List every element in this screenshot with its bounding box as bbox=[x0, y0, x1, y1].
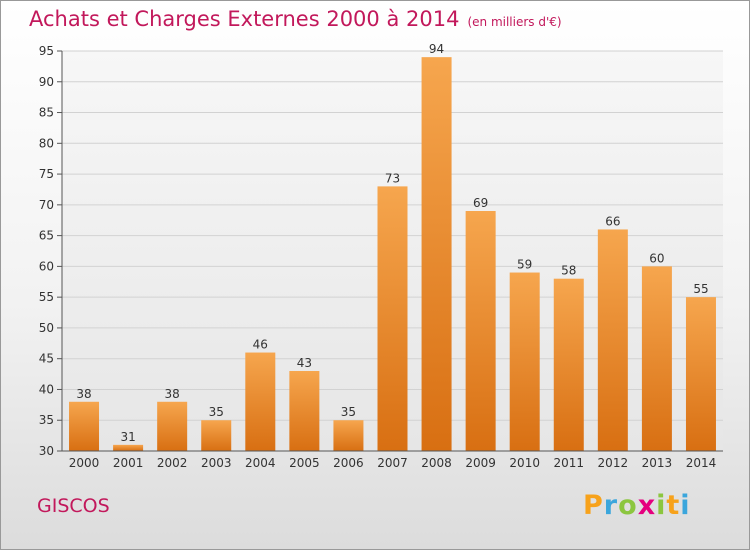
y-tick-label: 85 bbox=[39, 106, 54, 120]
x-tick-label: 2003 bbox=[201, 456, 232, 470]
bar-2002 bbox=[157, 401, 188, 451]
logo-letter: r bbox=[603, 490, 619, 521]
x-tick-label: 2000 bbox=[69, 456, 100, 470]
x-tick-label: 2010 bbox=[509, 456, 540, 470]
data-label-2007: 73 bbox=[385, 171, 400, 185]
y-tick-label: 95 bbox=[39, 44, 54, 58]
bar-2007 bbox=[377, 186, 408, 451]
data-label-2002: 38 bbox=[165, 387, 180, 401]
logo-letter: t bbox=[666, 490, 681, 521]
bar-2003 bbox=[201, 420, 232, 451]
proxiti-logo: Proxiti bbox=[583, 490, 691, 521]
chart-title-text: Achats et Charges Externes 2000 à 2014 bbox=[29, 7, 460, 31]
x-tick-label: 2014 bbox=[686, 456, 717, 470]
x-tick-label: 2012 bbox=[598, 456, 629, 470]
bar-2011 bbox=[553, 278, 584, 451]
bar-2008 bbox=[421, 57, 452, 452]
y-tick-label: 55 bbox=[39, 290, 54, 304]
logo-letter: i bbox=[656, 490, 667, 521]
logo-letter: P bbox=[583, 490, 604, 521]
data-label-2008: 94 bbox=[429, 42, 444, 56]
x-tick-label: 2009 bbox=[465, 456, 496, 470]
data-label-2004: 46 bbox=[253, 338, 268, 352]
y-tick-label: 60 bbox=[39, 259, 54, 273]
data-label-2013: 60 bbox=[649, 251, 664, 265]
data-label-2003: 35 bbox=[209, 405, 224, 419]
y-tick-label: 35 bbox=[39, 413, 54, 427]
bar-2009 bbox=[465, 211, 496, 451]
x-tick-label: 2008 bbox=[421, 456, 452, 470]
logo-letter: o bbox=[618, 490, 638, 521]
bar-2014 bbox=[685, 297, 716, 451]
data-label-2009: 69 bbox=[473, 196, 488, 210]
bar-2012 bbox=[597, 229, 628, 451]
x-axis: 2000 2001 2002 2003 2004 2005 2006 2007 2008 2009… bbox=[62, 450, 723, 470]
x-tick-label: 2001 bbox=[113, 456, 144, 470]
x-tick-label: 2013 bbox=[642, 456, 673, 470]
chart-title: Achats et Charges Externes 2000 à 2014 (e… bbox=[29, 7, 562, 31]
y-tick-label: 50 bbox=[39, 321, 54, 335]
bar-2000 bbox=[69, 401, 100, 451]
logo-letter: i bbox=[680, 490, 691, 521]
y-tick-label: 40 bbox=[39, 382, 54, 396]
y-tick-label: 70 bbox=[39, 198, 54, 212]
bar-2001 bbox=[113, 444, 144, 451]
bar-2004 bbox=[245, 352, 276, 451]
y-tick-label: 80 bbox=[39, 136, 54, 150]
data-label-2011: 58 bbox=[561, 264, 576, 278]
x-tick-label: 2004 bbox=[245, 456, 276, 470]
y-tick-label: 65 bbox=[39, 229, 54, 243]
bar-2005 bbox=[289, 371, 320, 451]
y-tick-label: 75 bbox=[39, 167, 54, 181]
bar-2006 bbox=[333, 420, 364, 451]
y-tick-label: 30 bbox=[39, 444, 54, 458]
x-tick-label: 2005 bbox=[289, 456, 320, 470]
logo-letter: x bbox=[637, 490, 657, 521]
commune-name: GISCOS bbox=[37, 495, 110, 517]
data-label-2006: 35 bbox=[341, 405, 356, 419]
data-label-2000: 38 bbox=[76, 387, 91, 401]
data-label-2005: 43 bbox=[297, 356, 312, 370]
bar-2010 bbox=[509, 272, 540, 451]
data-label-2001: 31 bbox=[120, 430, 135, 444]
x-tick-label: 2006 bbox=[333, 456, 364, 470]
y-tick-label: 45 bbox=[39, 352, 54, 366]
x-tick-label: 2011 bbox=[553, 456, 584, 470]
y-tick-label: 90 bbox=[39, 75, 54, 89]
x-tick-label: 2007 bbox=[377, 456, 408, 470]
bars-group: 38 31 38 35 46 43 35 73 94 69 59 58 66 60 55 bbox=[69, 42, 716, 452]
data-label-2014: 55 bbox=[693, 282, 708, 296]
data-label-2012: 66 bbox=[605, 214, 620, 228]
chart-subtitle: (en milliers d'€) bbox=[467, 15, 562, 29]
x-tick-label: 2002 bbox=[157, 456, 188, 470]
data-label-2010: 59 bbox=[517, 258, 532, 272]
y-axis: 30 35 40 45 50 55 60 65 70 75 80 85 90 95 bbox=[39, 44, 63, 458]
bar-2013 bbox=[641, 266, 672, 451]
